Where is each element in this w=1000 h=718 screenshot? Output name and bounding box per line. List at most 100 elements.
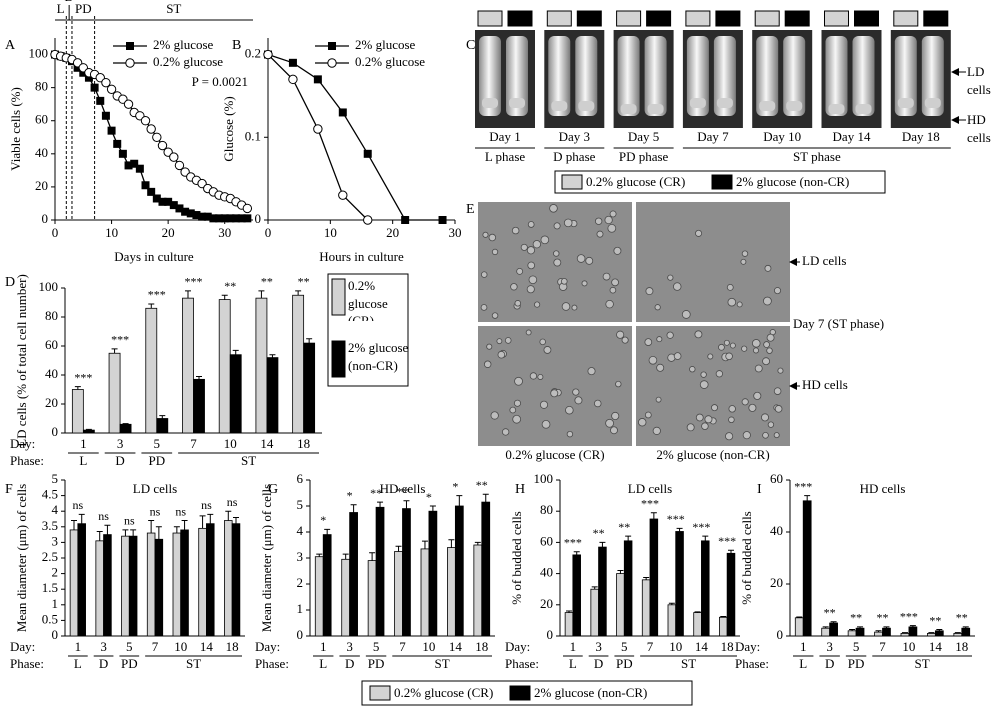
error-bar <box>232 349 239 355</box>
phase-label: D <box>825 656 834 671</box>
bar <box>82 429 95 434</box>
cell <box>497 350 506 359</box>
phase-row-label: Phase: <box>735 656 769 671</box>
bar <box>367 560 377 637</box>
cell <box>566 430 574 438</box>
significance: *** <box>74 370 92 384</box>
marker <box>232 214 241 223</box>
phase-label: PD <box>75 1 92 16</box>
cell <box>540 235 550 245</box>
significance: *** <box>185 275 203 289</box>
cell <box>704 415 713 424</box>
significance: *** <box>794 479 812 493</box>
x-tick-label: 14 <box>929 639 943 654</box>
significance: ** <box>370 486 382 500</box>
cell <box>553 258 562 267</box>
cell <box>528 275 538 285</box>
significance: ** <box>956 611 968 625</box>
y-tick-label: 0.5 <box>42 611 58 626</box>
bar <box>146 532 156 637</box>
error-bar <box>849 629 856 631</box>
x-tick-label: 14 <box>200 639 214 654</box>
bar <box>572 554 581 637</box>
marker <box>438 216 447 224</box>
cell <box>725 432 734 441</box>
marker <box>186 209 195 218</box>
error-bar <box>342 553 349 560</box>
x-tick-label: 3 <box>826 639 833 654</box>
cell <box>666 331 674 339</box>
significance: ** <box>298 275 310 289</box>
bar <box>623 540 633 637</box>
legend-label-text: 2% glucose (non-CR) <box>348 340 409 373</box>
cell <box>652 426 661 435</box>
error-bar <box>668 602 675 605</box>
tube-pellet <box>855 104 872 114</box>
cell <box>711 404 719 412</box>
y-tick-label: 0 <box>777 627 784 642</box>
bar <box>180 529 189 637</box>
tube-pellet <box>551 101 568 111</box>
error-bar <box>625 535 632 541</box>
y-tick-label: 60 <box>770 471 783 486</box>
marker <box>124 161 133 170</box>
annotation: P = 0.0021 <box>192 74 248 89</box>
cell <box>565 405 574 415</box>
y-tick-label: 0 <box>52 424 59 439</box>
phase-label: L <box>799 656 807 671</box>
x-tick-label: 20 <box>162 225 175 240</box>
phase-label: ST <box>681 656 696 671</box>
y-tick-label: 40 <box>45 366 58 381</box>
x-tick-label: 5 <box>154 436 161 451</box>
legend-marker <box>126 42 134 50</box>
significance: ns <box>150 504 161 518</box>
marker <box>101 77 111 88</box>
cell <box>615 380 622 388</box>
marker <box>169 152 179 162</box>
phase-label: L <box>74 656 82 671</box>
cell <box>488 233 497 242</box>
error-bar <box>875 630 882 633</box>
cell <box>761 413 770 422</box>
panel-letter: C <box>466 38 475 53</box>
legend-marker <box>327 58 337 68</box>
y-tick-label: 4.5 <box>42 487 58 502</box>
tube-pellet <box>482 98 498 108</box>
cell <box>607 223 617 233</box>
marker <box>157 140 168 151</box>
bar <box>961 627 971 637</box>
bar <box>927 633 936 637</box>
phase-label: D phase <box>553 149 595 164</box>
error-bar <box>617 569 624 574</box>
error-bar <box>429 505 436 512</box>
cell <box>736 301 743 308</box>
y-tick-label: 40 <box>770 523 783 538</box>
phase-row-label: Phase: <box>255 656 289 671</box>
error-bar <box>901 632 908 634</box>
phase-label: PD <box>616 656 633 671</box>
bar <box>128 535 138 637</box>
x-tick-label: 18 <box>955 639 968 654</box>
cap-swatch-noncr <box>507 10 533 27</box>
cell <box>741 345 748 352</box>
legend-marker <box>328 42 336 50</box>
significance: ns <box>124 514 135 528</box>
cell <box>539 400 549 409</box>
x-tick-label: 1 <box>75 639 82 654</box>
cell <box>748 403 757 412</box>
bar <box>719 616 728 637</box>
cell <box>534 301 541 308</box>
error-bar <box>830 621 837 623</box>
phase-label: D <box>115 453 124 468</box>
bar <box>322 534 332 637</box>
marker <box>130 159 139 168</box>
day-row-label: Day: <box>255 639 280 654</box>
error-bar <box>96 530 103 541</box>
bar <box>224 520 233 637</box>
significance: ** <box>224 279 236 293</box>
tube-pellet <box>509 98 525 108</box>
error-bar <box>822 626 829 629</box>
marker <box>73 63 82 72</box>
bar <box>229 354 242 434</box>
